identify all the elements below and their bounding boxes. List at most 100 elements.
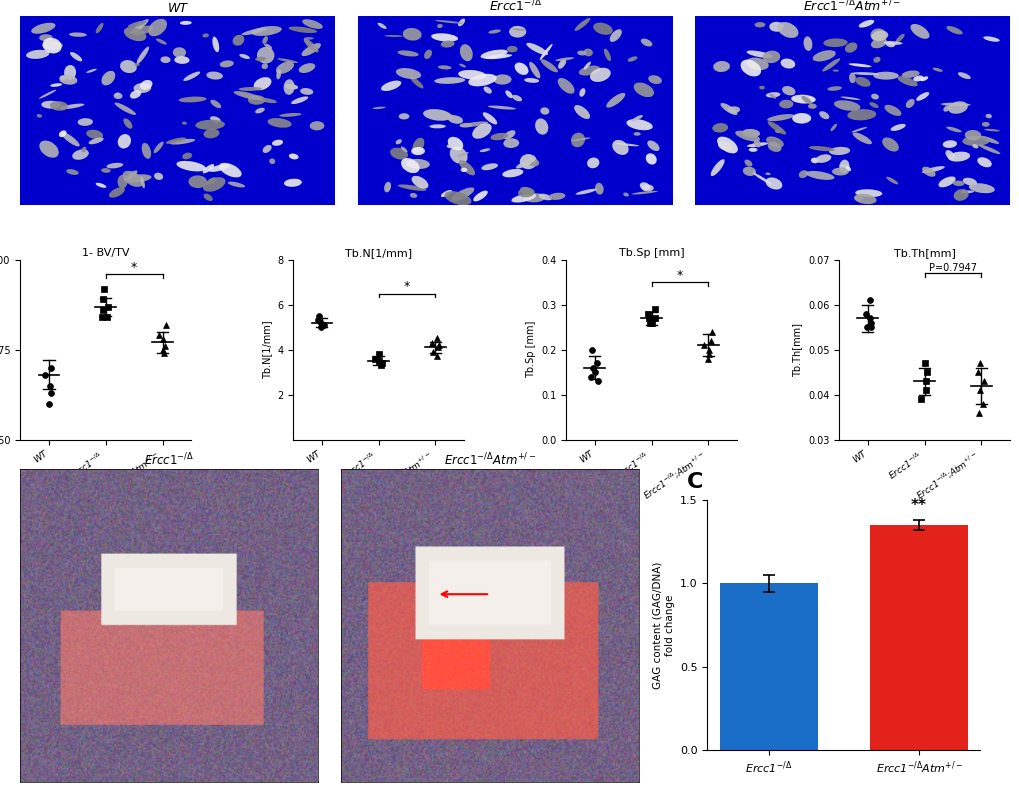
Ellipse shape [848,63,870,67]
Ellipse shape [403,28,421,41]
Point [588,357,604,369]
Ellipse shape [587,157,599,168]
Ellipse shape [50,101,68,111]
Ellipse shape [540,108,549,115]
Point [158,318,174,331]
Ellipse shape [717,141,731,151]
Ellipse shape [735,131,759,141]
Ellipse shape [946,127,961,132]
Ellipse shape [109,187,124,198]
Ellipse shape [377,22,386,29]
Ellipse shape [437,65,451,69]
Ellipse shape [746,142,767,147]
Point [583,343,599,356]
Ellipse shape [410,193,417,198]
Ellipse shape [203,128,219,138]
Ellipse shape [446,144,453,148]
Ellipse shape [431,34,458,41]
Ellipse shape [858,20,873,28]
Ellipse shape [300,88,313,95]
Ellipse shape [512,29,526,31]
Ellipse shape [915,92,928,101]
Ellipse shape [571,132,585,148]
Ellipse shape [96,23,103,34]
Ellipse shape [603,49,610,61]
Ellipse shape [242,28,267,35]
Ellipse shape [283,79,294,95]
Ellipse shape [59,130,66,137]
Ellipse shape [261,63,268,69]
Ellipse shape [77,118,93,126]
Ellipse shape [881,137,898,152]
Point [313,316,329,329]
Ellipse shape [554,57,574,61]
Ellipse shape [440,41,454,48]
Ellipse shape [424,49,431,59]
Ellipse shape [852,72,878,75]
Ellipse shape [868,102,877,108]
Ellipse shape [204,194,213,201]
Ellipse shape [123,27,146,41]
Ellipse shape [740,60,760,77]
Ellipse shape [719,103,737,115]
Point [370,348,386,361]
Ellipse shape [487,105,516,109]
Ellipse shape [283,179,302,187]
Ellipse shape [395,68,421,79]
Ellipse shape [210,100,221,109]
Ellipse shape [181,121,186,124]
Ellipse shape [520,187,533,195]
Point [428,350,444,363]
Ellipse shape [482,113,497,124]
Ellipse shape [133,83,151,93]
Ellipse shape [961,136,988,146]
Ellipse shape [208,164,229,172]
Ellipse shape [511,193,535,203]
Ellipse shape [839,164,847,167]
Ellipse shape [42,41,63,49]
Ellipse shape [548,192,565,200]
Point [310,314,326,327]
Ellipse shape [822,38,847,47]
Point [975,375,991,388]
Ellipse shape [137,46,149,64]
Ellipse shape [87,130,103,139]
Ellipse shape [752,172,771,185]
Point [99,311,115,324]
Ellipse shape [792,113,810,124]
Point [430,339,446,352]
Ellipse shape [780,58,795,69]
Ellipse shape [397,50,418,57]
Point [156,347,172,360]
Ellipse shape [115,93,119,96]
Text: *: * [130,260,138,274]
Bar [869,525,967,750]
Point [640,312,656,325]
Ellipse shape [589,68,610,82]
Ellipse shape [124,174,152,183]
Ellipse shape [897,76,917,86]
Point [862,321,878,334]
Ellipse shape [919,77,927,81]
Ellipse shape [262,36,268,44]
Ellipse shape [818,111,828,119]
Ellipse shape [166,137,185,144]
Ellipse shape [381,81,400,91]
Title: Tb.Th[mm]: Tb.Th[mm] [893,247,955,258]
Ellipse shape [434,20,463,24]
Ellipse shape [514,62,528,75]
Y-axis label: Tb.N[1/mm]: Tb.N[1/mm] [262,320,271,379]
Ellipse shape [728,106,740,113]
Ellipse shape [436,24,442,28]
Ellipse shape [575,188,596,195]
Ellipse shape [577,50,586,56]
Ellipse shape [384,35,403,37]
Ellipse shape [627,57,637,61]
Ellipse shape [931,68,942,72]
Ellipse shape [59,75,66,81]
Ellipse shape [460,121,488,127]
Ellipse shape [626,119,652,130]
Ellipse shape [762,50,780,63]
Ellipse shape [647,140,659,151]
Ellipse shape [746,50,771,58]
